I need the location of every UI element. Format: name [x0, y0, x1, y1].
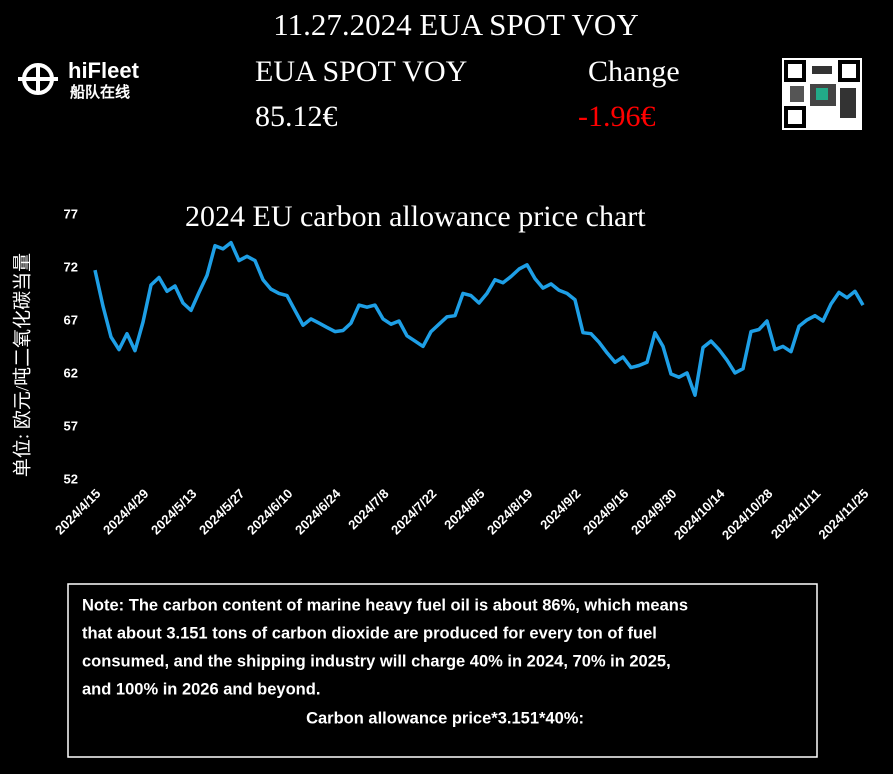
change: -1.96€: [578, 100, 656, 133]
chart-title: 2024 EU carbon allowance price chart: [185, 200, 646, 233]
logo-subtitle: 船队在线: [70, 83, 130, 101]
qr-finder: [784, 106, 806, 128]
y-tick-label: 67: [64, 312, 78, 327]
qr-finder: [784, 60, 806, 82]
note-line: consumed, and the shipping industry will…: [82, 652, 671, 670]
y-tick-label: 62: [64, 365, 78, 380]
note: Note: The carbon content of marine heavy…: [82, 596, 688, 727]
y-tick-label: 57: [64, 418, 78, 433]
logo: hiFleet 船队在线: [18, 58, 140, 101]
note-formula: Carbon allowance price*3.151*40%:: [306, 709, 584, 727]
page-title: 11.27.2024 EUA SPOT VOY: [273, 7, 638, 42]
qr-code: [782, 58, 862, 130]
qr-finder: [838, 60, 860, 82]
note-line: and 100% in 2026 and beyond.: [82, 680, 320, 698]
y-axis-label: 单位: 欧元/吨二氧化碳当量: [11, 253, 33, 477]
y-tick-label: 77: [64, 206, 78, 221]
qr-pattern: [816, 88, 828, 100]
note-line: Note: The carbon content of marine heavy…: [82, 596, 688, 614]
line: [93, 240, 865, 397]
qr-pattern: [812, 66, 832, 74]
product-label: EUA SPOT VOY: [255, 55, 467, 88]
qr-pattern: [790, 86, 804, 102]
change-label: Change: [588, 55, 680, 88]
note-line: that about 3.151 tons of carbon dioxide …: [82, 624, 657, 642]
y-tick-label: 72: [64, 259, 78, 274]
logo-name: hiFleet: [68, 58, 140, 83]
note-box: [67, 583, 818, 758]
price: 85.12€: [255, 100, 338, 133]
y-tick-label: 52: [64, 471, 78, 486]
qr-pattern: [840, 88, 856, 118]
